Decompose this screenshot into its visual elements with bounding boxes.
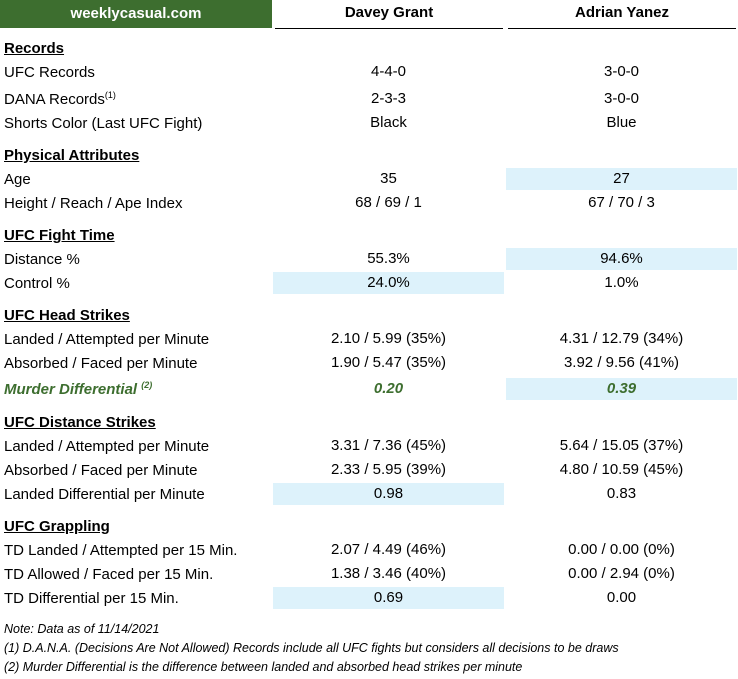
fighter2-value: 3-0-0 <box>603 63 640 80</box>
section-distance-strikes: UFC Distance Strikes <box>0 411 738 435</box>
row-label: Landed / Attempted per Minute <box>4 438 210 455</box>
fighter1-value: Black <box>370 114 407 131</box>
fighter1-value: 35 <box>380 170 397 187</box>
section-title: UFC Distance Strikes <box>4 414 156 431</box>
section-title: UFC Head Strikes <box>4 307 130 324</box>
fighter1-value: 2.10 / 5.99 (35%) <box>330 330 447 347</box>
section-records: Records <box>0 37 738 61</box>
section-head-strikes: UFC Head Strikes <box>0 304 738 328</box>
fighter2-value: 94.6% <box>506 248 737 270</box>
row-shorts-color: Shorts Color (Last UFC Fight) Black Blue <box>0 112 738 136</box>
note-date: Note: Data as of 11/14/2021 <box>4 622 160 636</box>
footnote-ref: (2) <box>141 380 153 390</box>
fighter2-value: 4.31 / 12.79 (34%) <box>559 330 684 347</box>
fighter2-value: 3-0-0 <box>603 90 640 107</box>
footnote-ref: (1) <box>104 90 116 100</box>
fighter1-value: 2.07 / 4.49 (46%) <box>330 541 447 558</box>
section-title: Records <box>4 40 65 57</box>
row-label: Murder Differential (2) <box>4 378 152 402</box>
fighter1-header: Davey Grant <box>275 0 503 29</box>
row-label-text: DANA Records <box>4 91 105 108</box>
section-title: Physical Attributes <box>4 147 140 164</box>
fighter1-value: 3.31 / 7.36 (45%) <box>330 437 447 454</box>
row-ufc-records: UFC Records 4-4-0 3-0-0 <box>0 61 738 85</box>
row-label: TD Landed / Attempted per 15 Min. <box>4 542 238 559</box>
fighter2-value: 4.80 / 10.59 (45%) <box>559 461 684 478</box>
row-td-differential: TD Differential per 15 Min. 0.69 0.00 <box>0 587 738 611</box>
fighter1-value: 24.0% <box>273 272 504 294</box>
row-label: DANA Records(1) <box>4 88 116 112</box>
row-label: TD Allowed / Faced per 15 Min. <box>4 566 214 583</box>
row-murder-differential: Murder Differential (2) 0.20 0.39 <box>0 378 738 402</box>
row-dist-differential: Landed Differential per Minute 0.98 0.83 <box>0 483 738 507</box>
row-label-text: Murder Differential <box>4 381 138 398</box>
fighter1-value: 2.33 / 5.95 (39%) <box>330 461 447 478</box>
row-label: Control % <box>4 275 70 292</box>
fighter2-value: 0.83 <box>606 485 637 502</box>
fighter1-value: 68 / 69 / 1 <box>355 194 422 211</box>
fighter2-value: 1.0% <box>604 274 639 291</box>
fighter2-value: 0.39 <box>506 378 737 400</box>
fighter2-value: 3.92 / 9.56 (41%) <box>563 354 680 371</box>
fighter1-value: 1.38 / 3.46 (40%) <box>330 565 447 582</box>
fighter1-value: 1.90 / 5.47 (35%) <box>330 354 447 371</box>
fighter1-value: 0.98 <box>273 483 504 505</box>
site-banner: weeklycasual.com <box>0 0 272 28</box>
fighter2-value: 0.00 <box>606 589 637 606</box>
row-label: Shorts Color (Last UFC Fight) <box>4 115 203 132</box>
row-head-absorbed: Absorbed / Faced per Minute 1.90 / 5.47 … <box>0 352 738 376</box>
section-title: UFC Fight Time <box>4 227 115 244</box>
section-physical: Physical Attributes <box>0 144 738 168</box>
section-title: UFC Grappling <box>4 518 110 535</box>
footnotes: Note: Data as of 11/14/2021 (1) D.A.N.A.… <box>4 620 619 677</box>
row-control-pct: Control % 24.0% 1.0% <box>0 272 738 296</box>
note-murder: (2) Murder Differential is the differenc… <box>4 660 523 674</box>
row-label: UFC Records <box>4 64 95 81</box>
fighter2-value: 0.00 / 2.94 (0%) <box>568 565 675 582</box>
row-label: TD Differential per 15 Min. <box>4 590 179 607</box>
section-fight-time: UFC Fight Time <box>0 224 738 248</box>
note-dana: (1) D.A.N.A. (Decisions Are Not Allowed)… <box>4 641 619 655</box>
row-dist-landed: Landed / Attempted per Minute 3.31 / 7.3… <box>0 435 738 459</box>
row-label: Absorbed / Faced per Minute <box>4 355 198 372</box>
row-label: Height / Reach / Ape Index <box>4 195 183 212</box>
row-label: Landed / Attempted per Minute <box>4 331 210 348</box>
fighter2-value: 0.00 / 0.00 (0%) <box>568 541 675 558</box>
fighter1-value: 4-4-0 <box>370 63 407 80</box>
fighter2-value: Blue <box>606 114 637 131</box>
row-head-landed: Landed / Attempted per Minute 2.10 / 5.9… <box>0 328 738 352</box>
fighter2-header: Adrian Yanez <box>508 0 736 29</box>
row-height-reach: Height / Reach / Ape Index 68 / 69 / 1 6… <box>0 192 738 216</box>
row-dana-records: DANA Records(1) 2-3-3 3-0-0 <box>0 88 738 112</box>
row-label: Landed Differential per Minute <box>4 486 205 503</box>
row-dist-absorbed: Absorbed / Faced per Minute 2.33 / 5.95 … <box>0 459 738 483</box>
row-distance-pct: Distance % 55.3% 94.6% <box>0 248 738 272</box>
fighter1-value: 0.69 <box>273 587 504 609</box>
fighter1-value: 0.20 <box>373 380 404 397</box>
row-label: Distance % <box>4 251 80 268</box>
fighter2-value: 67 / 70 / 3 <box>588 194 655 211</box>
row-label: Absorbed / Faced per Minute <box>4 462 198 479</box>
row-age: Age 35 27 <box>0 168 738 192</box>
section-grappling: UFC Grappling <box>0 515 738 539</box>
fighter2-value: 27 <box>506 168 737 190</box>
row-td-landed: TD Landed / Attempted per 15 Min. 2.07 /… <box>0 539 738 563</box>
fighter1-value: 55.3% <box>367 250 410 267</box>
fighter1-value: 2-3-3 <box>370 90 407 107</box>
row-label: Age <box>4 171 31 188</box>
row-td-allowed: TD Allowed / Faced per 15 Min. 1.38 / 3.… <box>0 563 738 587</box>
fighter2-value: 5.64 / 15.05 (37%) <box>559 437 684 454</box>
